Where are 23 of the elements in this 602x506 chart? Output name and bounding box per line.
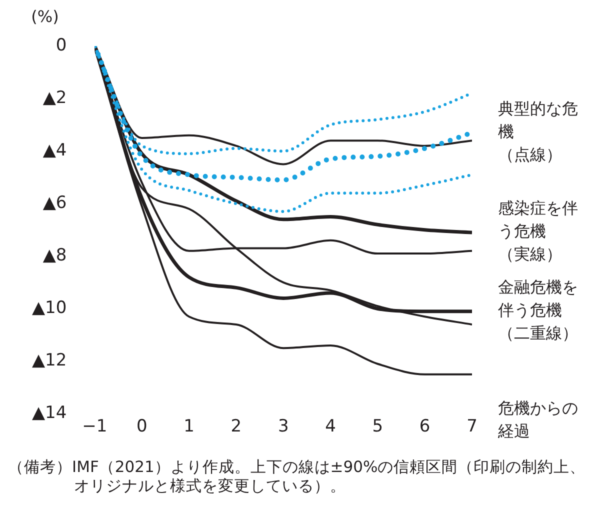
y-tick-label: ▲2 bbox=[42, 88, 67, 108]
y-tick-label: ▲12 bbox=[32, 350, 67, 371]
x-axis-title: 危機からの経過 bbox=[497, 398, 578, 440]
x-tick-label: 4 bbox=[325, 416, 336, 436]
x-tick-label: 2 bbox=[230, 416, 242, 436]
y-tick-label: ▲4 bbox=[42, 140, 67, 161]
y-tick-label: ▲8 bbox=[42, 246, 67, 266]
series-label: 感染症を伴う危機（実線） bbox=[498, 198, 578, 264]
text: （備考）IMF（2021）より作成。上下の線は±90%の信頼区間（印刷の制約上、オリジナルと様式を変更している）。 bbox=[8, 458, 587, 496]
series-label: 典型的な危機（点線） bbox=[498, 98, 578, 164]
x-tick-label: 6 bbox=[419, 416, 430, 436]
y-tick-label: ▲10 bbox=[32, 298, 67, 318]
y-tick-label: 0 bbox=[56, 35, 67, 56]
x-tick-label: 3 bbox=[278, 416, 289, 436]
y-axis-title: (%) bbox=[31, 7, 59, 26]
series-label: 金融危機を伴う危機（二重線） bbox=[498, 278, 578, 342]
y-tick-label: ▲14 bbox=[32, 403, 67, 424]
y-tick-label: ▲6 bbox=[42, 193, 67, 214]
x-tick-label: 0 bbox=[136, 416, 148, 436]
x-tick-label: 1 bbox=[184, 416, 194, 436]
x-tick-label: 5 bbox=[372, 416, 384, 436]
x-tick-label: 7 bbox=[466, 416, 478, 436]
x-tick-label: −1 bbox=[82, 416, 108, 436]
